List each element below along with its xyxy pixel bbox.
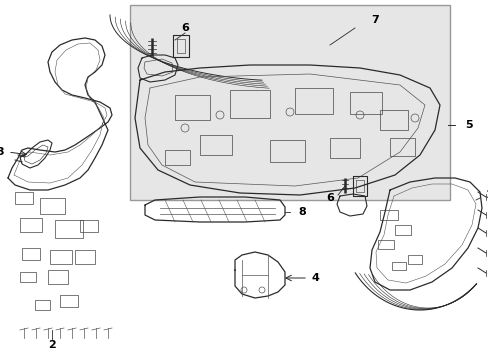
Bar: [294, 88, 332, 114]
Text: 5: 5: [464, 120, 472, 130]
Bar: [75, 250, 95, 264]
Bar: [329, 138, 359, 158]
Bar: [48, 270, 68, 284]
Bar: [22, 248, 40, 260]
Text: 6: 6: [181, 23, 188, 33]
Text: 2: 2: [48, 340, 56, 350]
Text: 8: 8: [297, 207, 305, 217]
Bar: [349, 92, 381, 114]
Bar: [394, 225, 410, 235]
Bar: [269, 140, 305, 162]
Bar: [60, 295, 78, 307]
Bar: [379, 210, 397, 220]
Bar: [391, 262, 405, 270]
Text: 7: 7: [370, 15, 378, 25]
Bar: [407, 255, 421, 264]
Bar: [377, 240, 393, 249]
Bar: [15, 192, 33, 204]
Bar: [229, 90, 269, 118]
Text: 6: 6: [325, 193, 333, 203]
Bar: [379, 110, 407, 130]
Bar: [164, 150, 190, 165]
Bar: [80, 220, 98, 232]
Bar: [40, 198, 65, 214]
Text: 3: 3: [0, 147, 4, 157]
Bar: [200, 135, 231, 155]
Text: 4: 4: [311, 273, 319, 283]
Bar: [389, 138, 414, 156]
Bar: [175, 95, 209, 120]
Bar: [55, 220, 83, 238]
Bar: [35, 300, 50, 310]
Bar: [130, 5, 449, 200]
Bar: [20, 218, 42, 232]
Text: 1: 1: [485, 190, 488, 200]
Bar: [50, 250, 72, 264]
Bar: [20, 272, 36, 282]
